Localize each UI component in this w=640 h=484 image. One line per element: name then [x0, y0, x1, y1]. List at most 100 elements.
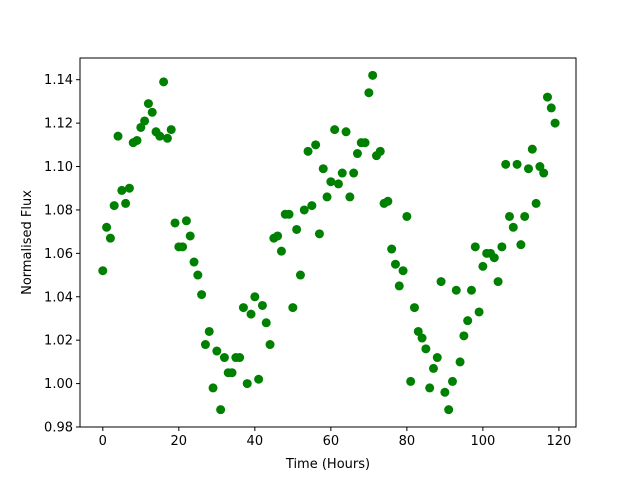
data-point: [113, 131, 123, 141]
data-point: [368, 70, 378, 80]
data-point: [398, 266, 408, 276]
data-point: [159, 77, 169, 87]
data-point: [136, 122, 146, 132]
data-point: [261, 318, 271, 328]
data-point: [204, 326, 214, 336]
data-point: [219, 353, 229, 363]
y-tick-label: 1.04: [44, 290, 73, 305]
data-point: [333, 179, 343, 189]
data-point: [432, 353, 442, 363]
data-point: [527, 144, 537, 154]
data-point: [421, 344, 431, 354]
data-point: [539, 168, 549, 178]
data-point: [520, 211, 530, 221]
data-point: [330, 125, 340, 135]
data-point: [147, 107, 157, 117]
data-point: [132, 135, 142, 145]
data-point: [273, 231, 283, 241]
data-point: [284, 209, 294, 219]
data-point: [295, 270, 305, 280]
data-point: [470, 242, 480, 252]
y-tick-label: 1.02: [44, 334, 73, 349]
data-point: [542, 92, 552, 102]
data-point: [121, 198, 131, 208]
data-point: [466, 285, 476, 295]
data-point: [387, 244, 397, 254]
data-point: [459, 331, 469, 341]
data-point: [318, 164, 328, 174]
data-point: [493, 277, 503, 287]
data-point: [383, 196, 393, 206]
data-point: [254, 374, 264, 384]
y-tick-label: 1.08: [44, 203, 73, 218]
data-point: [440, 387, 450, 397]
data-point: [109, 201, 119, 211]
y-tick-label: 1.12: [44, 117, 73, 132]
data-point: [208, 383, 218, 393]
data-point: [501, 159, 511, 169]
data-point: [546, 103, 556, 113]
data-point: [497, 242, 507, 252]
x-tick-label: 0: [99, 434, 107, 449]
data-point: [189, 257, 199, 267]
data-point: [390, 259, 400, 269]
y-tick-label: 0.98: [44, 421, 73, 436]
data-point: [246, 309, 256, 319]
data-point: [292, 224, 302, 234]
data-point: [523, 164, 533, 174]
data-point: [504, 211, 514, 221]
data-point: [155, 131, 165, 141]
data-point: [436, 277, 446, 287]
data-point: [474, 307, 484, 317]
data-point: [394, 281, 404, 291]
data-point: [307, 201, 317, 211]
data-points: [98, 70, 560, 415]
data-point: [303, 146, 313, 156]
data-point: [364, 88, 374, 98]
data-point: [409, 303, 419, 313]
data-point: [360, 138, 370, 148]
y-tick-label: 1.10: [44, 160, 73, 175]
data-point: [181, 216, 191, 226]
data-point: [447, 376, 457, 386]
data-point: [375, 146, 385, 156]
data-point: [425, 383, 435, 393]
x-tick-label: 60: [323, 434, 340, 449]
data-point: [512, 159, 522, 169]
data-point: [550, 118, 560, 128]
x-tick-label: 100: [470, 434, 495, 449]
data-point: [257, 300, 267, 310]
data-point: [193, 270, 203, 280]
x-axis-label: Time (Hours): [285, 457, 370, 472]
data-point: [352, 149, 362, 159]
data-point: [105, 233, 115, 243]
data-point: [337, 168, 347, 178]
data-point: [98, 266, 108, 276]
data-point: [242, 379, 252, 389]
data-point: [451, 285, 461, 295]
data-point: [326, 177, 336, 187]
data-point: [341, 127, 351, 137]
data-point: [322, 192, 332, 202]
data-point: [311, 140, 321, 150]
data-point: [197, 290, 207, 300]
data-point: [535, 162, 545, 172]
data-point: [238, 303, 248, 313]
data-point: [531, 198, 541, 208]
y-tick-label: 1.06: [44, 247, 73, 262]
data-point: [349, 168, 359, 178]
data-point: [516, 240, 526, 250]
data-point: [200, 340, 210, 350]
plot-frame: [79, 57, 577, 428]
data-point: [178, 242, 188, 252]
data-point: [250, 292, 260, 302]
data-point: [444, 405, 454, 415]
x-tick-label: 80: [399, 434, 416, 449]
data-point: [117, 185, 127, 195]
data-point: [406, 376, 416, 386]
data-point: [140, 116, 150, 126]
data-point: [227, 368, 237, 378]
data-point: [428, 363, 438, 373]
x-axis-ticks: 0 20 40 60 80 100 120: [99, 427, 571, 449]
